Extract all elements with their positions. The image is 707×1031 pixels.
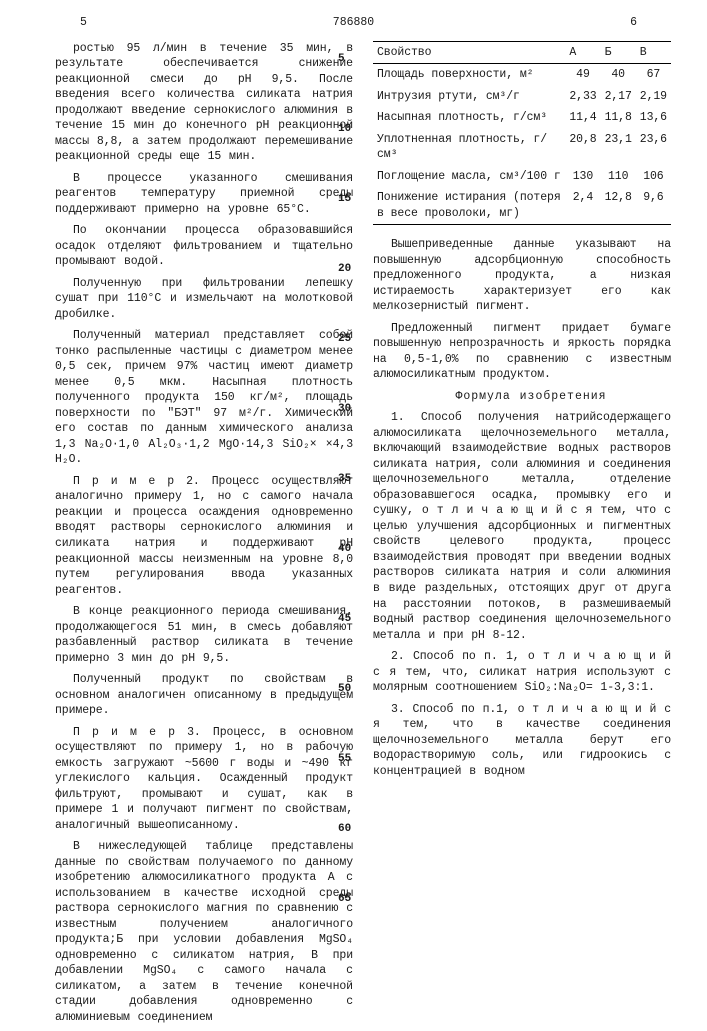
claim: 2. Способ по п. 1, о т л и ч а ю щ и й с… xyxy=(373,649,671,696)
row-label: Уплотненная плотность, г/см³ xyxy=(373,129,565,166)
row-label: Интрузия ртути, см³/г xyxy=(373,86,565,108)
col-header: Свойство xyxy=(373,41,565,64)
cell: 13,6 xyxy=(636,107,671,129)
line-number: 10 xyxy=(338,122,351,137)
table-row: Понижение истирания (потеря в весе прово… xyxy=(373,187,671,225)
cell: 106 xyxy=(636,166,671,188)
line-number: 5 xyxy=(338,52,345,67)
columns: ростью 95 л/мин в течение 35 мин, в резу… xyxy=(55,41,677,1031)
line-number: 35 xyxy=(338,472,351,487)
row-label: Понижение истирания (потеря в весе прово… xyxy=(373,187,565,225)
col-header: Б xyxy=(601,41,636,64)
properties-table: Свойство А Б В Площадь поверхности, м² 4… xyxy=(373,41,671,226)
table-row: Площадь поверхности, м² 49 40 67 xyxy=(373,64,671,86)
body-paragraph: По окончании процесса образовавшийся оса… xyxy=(55,223,353,270)
body-paragraph: П р и м е р 3. Процесс, в основном осуще… xyxy=(55,725,353,834)
line-number: 45 xyxy=(338,612,351,627)
body-paragraph: Полученный материал представляет собой т… xyxy=(55,328,353,468)
cell: 11,4 xyxy=(565,107,600,129)
body-paragraph: Полученную при фильтровании лепешку суша… xyxy=(55,276,353,323)
body-paragraph: Предложенный пигмент придает бумаге повы… xyxy=(373,321,671,383)
body-paragraph: В нижеследующей таблице представлены дан… xyxy=(55,839,353,1025)
line-number: 25 xyxy=(338,332,351,347)
row-label: Площадь поверхности, м² xyxy=(373,64,565,86)
cell: 110 xyxy=(601,166,636,188)
line-number: 15 xyxy=(338,192,351,207)
body-paragraph: В процессе указанного смешивания реагент… xyxy=(55,171,353,218)
line-number: 65 xyxy=(338,892,351,907)
body-paragraph: В конце реакционного периода смешивания,… xyxy=(55,604,353,666)
formula-title: Формула изобретения xyxy=(373,389,671,405)
body-paragraph: ростью 95 л/мин в течение 35 мин, в резу… xyxy=(55,41,353,165)
table-row: Насыпная плотность, г/см³ 11,4 11,8 13,6 xyxy=(373,107,671,129)
cell: 23,6 xyxy=(636,129,671,166)
cell: 2,4 xyxy=(565,187,600,225)
line-number: 50 xyxy=(338,682,351,697)
cell: 23,1 xyxy=(601,129,636,166)
left-column: ростью 95 л/мин в течение 35 мин, в резу… xyxy=(55,41,353,1031)
cell: 49 xyxy=(565,64,600,86)
row-label: Поглощение масла, см³/100 г xyxy=(373,166,565,188)
cell: 11,8 xyxy=(601,107,636,129)
line-number: 30 xyxy=(338,402,351,417)
line-number: 20 xyxy=(338,262,351,277)
page-number-right: 6 xyxy=(630,15,637,31)
row-label: Насыпная плотность, г/см³ xyxy=(373,107,565,129)
cell: 12,8 xyxy=(601,187,636,225)
line-number: 40 xyxy=(338,542,351,557)
document-number: 786880 xyxy=(333,15,374,31)
cell: 130 xyxy=(565,166,600,188)
cell: 40 xyxy=(601,64,636,86)
claim: 3. Способ по п.1, о т л и ч а ю щ и й с … xyxy=(373,702,671,780)
body-paragraph: Полученный продукт по свойствам в основн… xyxy=(55,672,353,719)
page-number-left: 5 xyxy=(80,15,87,31)
claim: 1. Способ получения натрийсодержащего ал… xyxy=(373,410,671,643)
cell: 2,17 xyxy=(601,86,636,108)
table-row: Поглощение масла, см³/100 г 130 110 106 xyxy=(373,166,671,188)
right-column: Свойство А Б В Площадь поверхности, м² 4… xyxy=(373,41,671,1031)
patent-page: 5 6 786880 5 10 15 20 25 30 35 40 45 50 … xyxy=(0,0,707,1000)
cell: 2,33 xyxy=(565,86,600,108)
cell: 20,8 xyxy=(565,129,600,166)
table-header-row: Свойство А Б В xyxy=(373,41,671,64)
line-number: 60 xyxy=(338,822,351,837)
table-row: Интрузия ртути, см³/г 2,33 2,17 2,19 xyxy=(373,86,671,108)
table-row: Уплотненная плотность, г/см³ 20,8 23,1 2… xyxy=(373,129,671,166)
col-header: А xyxy=(565,41,600,64)
cell: 2,19 xyxy=(636,86,671,108)
body-paragraph: Вышеприведенные данные указывают на повы… xyxy=(373,237,671,315)
col-header: В xyxy=(636,41,671,64)
line-number: 55 xyxy=(338,752,351,767)
cell: 67 xyxy=(636,64,671,86)
body-paragraph: П р и м е р 2. Процесс осуществляют анал… xyxy=(55,474,353,598)
cell: 9,6 xyxy=(636,187,671,225)
